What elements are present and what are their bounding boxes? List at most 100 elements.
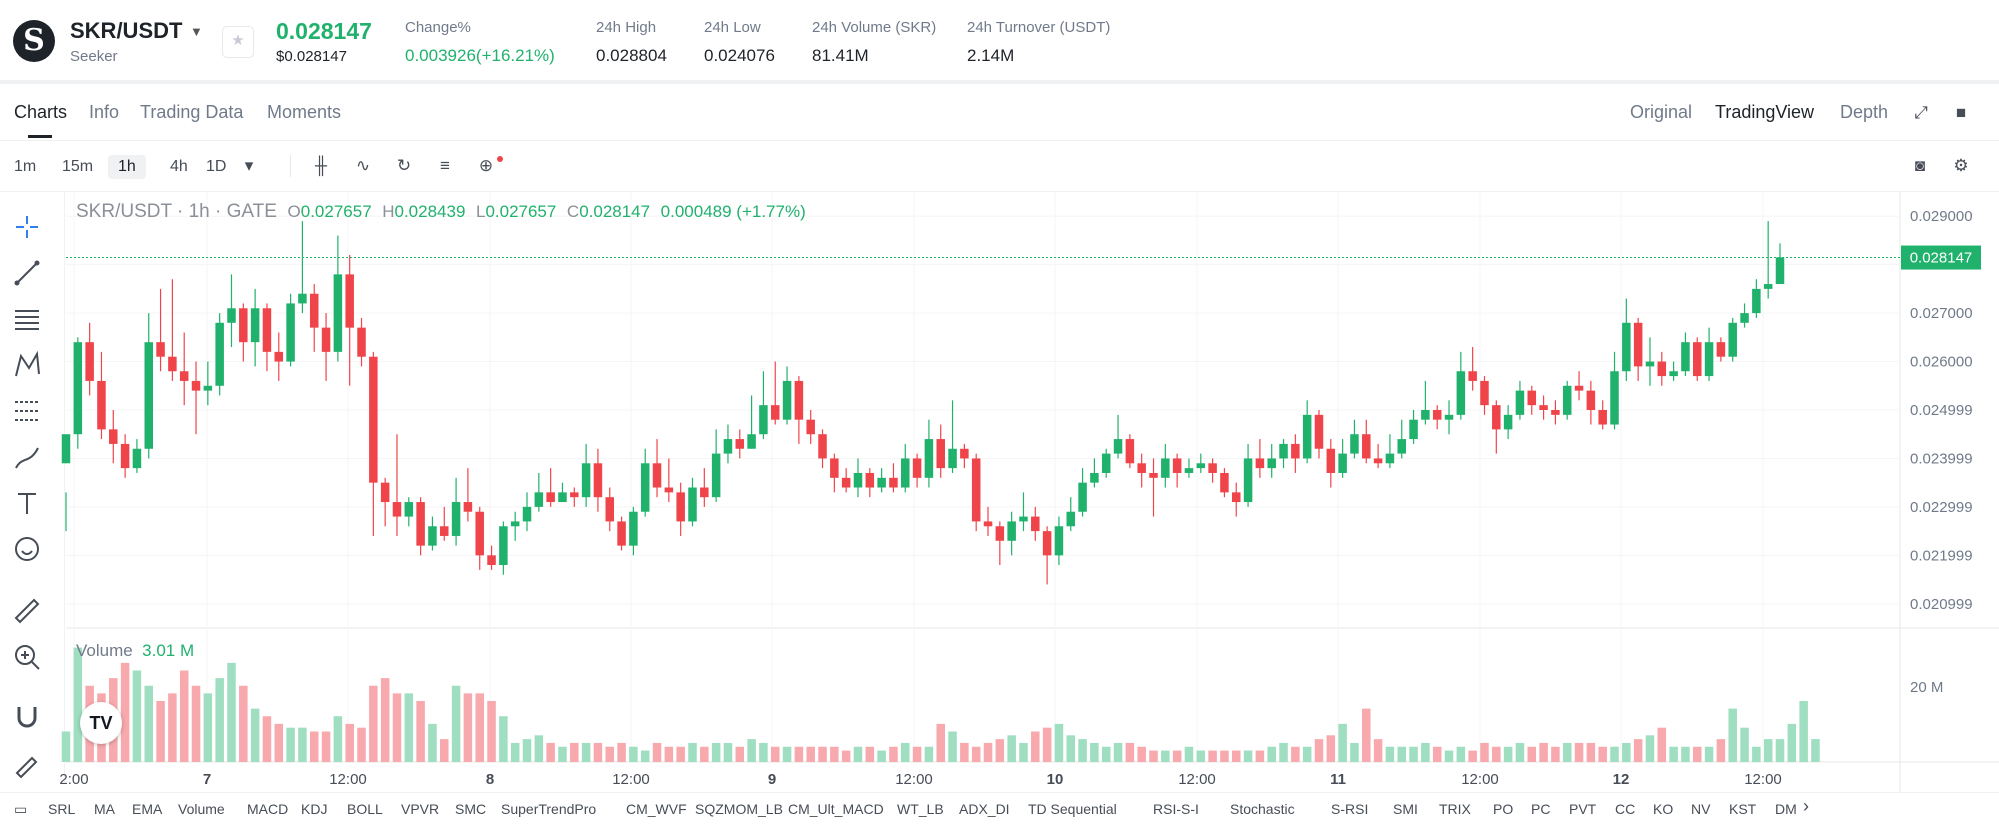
indicator-td-sequential[interactable]: TD Sequential [1028, 801, 1117, 817]
timeframe-dropdown-icon[interactable]: ▾ [244, 156, 254, 175]
volume-bar [1042, 727, 1052, 762]
stat-change: Change% 0.003926(+16.21%) [405, 19, 555, 66]
favorite-star-icon[interactable]: ★ [222, 26, 254, 58]
volume-bar [357, 727, 366, 762]
indicator-adx-di[interactable]: ADX_DI [959, 801, 1010, 817]
volume-bar [1728, 708, 1737, 762]
indicator-po[interactable]: PO [1493, 801, 1514, 817]
chevron-right-icon[interactable]: › [1803, 796, 1809, 816]
crosshair-icon[interactable] [12, 212, 42, 242]
tab-charts[interactable]: Charts [14, 102, 68, 122]
zoom-in-icon[interactable] [12, 642, 42, 672]
settings-list-icon[interactable]: ≡ [440, 156, 450, 175]
caret-down-icon[interactable]: ▼ [190, 24, 203, 39]
indicator-pc[interactable]: PC [1531, 801, 1551, 817]
indicator-cm-wvf[interactable]: CM_WVF [626, 801, 687, 817]
text-icon[interactable] [12, 488, 42, 518]
emoji-icon[interactable] [12, 534, 42, 564]
tf-4h[interactable]: 4h [170, 158, 188, 175]
volume-bar [1326, 735, 1336, 762]
candle-body [1527, 390, 1537, 406]
view-tradingview[interactable]: TradingView [1715, 102, 1815, 122]
expand-icon[interactable]: ⤢ [1914, 103, 1928, 122]
volume-bar [1101, 746, 1111, 762]
price-tag-label: 0.028147 [1910, 250, 1973, 267]
time-tick-label: 12:00 [612, 771, 650, 788]
indicator-ema[interactable]: EMA [132, 801, 163, 817]
candle-body [392, 502, 402, 517]
tradingview-logo[interactable]: TV [80, 702, 122, 744]
trend-line-icon[interactable] [12, 258, 42, 288]
tf-1m[interactable]: 1m [14, 158, 37, 175]
candle-body [605, 497, 615, 522]
price-tick-label: 0.021999 [1910, 547, 1973, 564]
indicator-icon[interactable]: ∿ [355, 156, 371, 175]
indicator-dm[interactable]: DM [1775, 801, 1797, 817]
indicator-supertrendpro[interactable]: SuperTrendPro [501, 801, 597, 817]
volume-bar [416, 701, 425, 762]
indicator-vpvr[interactable]: VPVR [401, 801, 440, 817]
gear-icon[interactable]: ⚙ [1953, 156, 1969, 175]
indicator-ko[interactable]: KO [1653, 801, 1674, 817]
indicator-kdj[interactable]: KDJ [301, 801, 328, 817]
indicator-rsi-s-i[interactable]: RSI-S-I [1153, 801, 1199, 817]
volume-bar [983, 742, 993, 762]
horizontal-lines-icon[interactable] [12, 304, 42, 334]
candle-body [1137, 463, 1146, 473]
brush-icon[interactable] [12, 442, 42, 472]
candle-body [239, 308, 248, 343]
calendar-icon[interactable]: ▭ [14, 801, 28, 817]
volume-bar [1243, 750, 1253, 762]
refresh-icon[interactable]: ↻ [396, 156, 412, 175]
pair-selector[interactable]: SKR/USDT [70, 18, 183, 43]
indicator-macd[interactable]: MACD [247, 801, 289, 817]
camera-icon[interactable]: ◙ [1914, 156, 1926, 175]
tab-info[interactable]: Info [89, 102, 120, 122]
lock-draw-icon[interactable] [12, 748, 42, 778]
indicator-s-rsi[interactable]: S-RSI [1331, 801, 1369, 817]
tf-15m[interactable]: 15m [62, 158, 94, 175]
indicator-sqzmom-lb[interactable]: SQZMOM_LB [695, 801, 783, 817]
volume-bar [971, 746, 981, 762]
indicator-smi[interactable]: SMI [1393, 801, 1418, 817]
volume-bar [440, 739, 449, 762]
volume-bar [688, 742, 697, 762]
indicator-boll[interactable]: BOLL [347, 801, 383, 817]
view-original[interactable]: Original [1630, 102, 1693, 122]
indicator-srl[interactable]: SRL [48, 801, 76, 817]
indicator-kst[interactable]: KST [1729, 801, 1757, 817]
pattern-icon[interactable] [12, 350, 42, 380]
volume-bar [924, 746, 934, 762]
indicator-ma[interactable]: MA [94, 801, 115, 817]
view-depth[interactable]: Depth [1840, 102, 1889, 122]
indicator-smc[interactable]: SMC [455, 801, 487, 817]
indicator-wt-lb[interactable]: WT_LB [897, 801, 944, 817]
add-indicator-icon[interactable]: ⊕ [478, 156, 494, 175]
indicator-stochastic[interactable]: Stochastic [1230, 801, 1295, 817]
candle-body [440, 526, 449, 536]
time-tick-label: 12 [1613, 771, 1630, 788]
indicator-trix[interactable]: TRIX [1439, 801, 1471, 817]
tf-1h[interactable]: 1h [108, 155, 146, 179]
tab-trading-data[interactable]: Trading Data [140, 102, 244, 122]
candle-type-icon[interactable]: ╫ [314, 156, 328, 175]
tf-1d[interactable]: 1D [206, 158, 227, 175]
indicator-cm-ult-macd[interactable]: CM_Ult_MACD [788, 801, 884, 817]
layout-icon[interactable]: ■ [1955, 103, 1967, 122]
candle-body [416, 502, 425, 546]
tab-moments[interactable]: Moments [267, 102, 342, 122]
indicator-pvt[interactable]: PVT [1569, 801, 1597, 817]
volume-bar [61, 731, 71, 762]
ruler-icon[interactable] [12, 596, 42, 626]
volume-bar [404, 693, 414, 762]
indicator-cc[interactable]: CC [1615, 801, 1636, 817]
magnet-icon[interactable] [12, 702, 42, 732]
indicator-nv[interactable]: NV [1691, 801, 1711, 817]
volume-bar [770, 746, 780, 762]
volume-bar [936, 723, 945, 762]
indicator-volume[interactable]: Volume [178, 801, 225, 817]
chart-tabs: Charts Info Trading Data Moments Origina… [0, 84, 1999, 141]
legend-h-label: H [382, 202, 395, 221]
fib-icon[interactable] [12, 396, 42, 426]
